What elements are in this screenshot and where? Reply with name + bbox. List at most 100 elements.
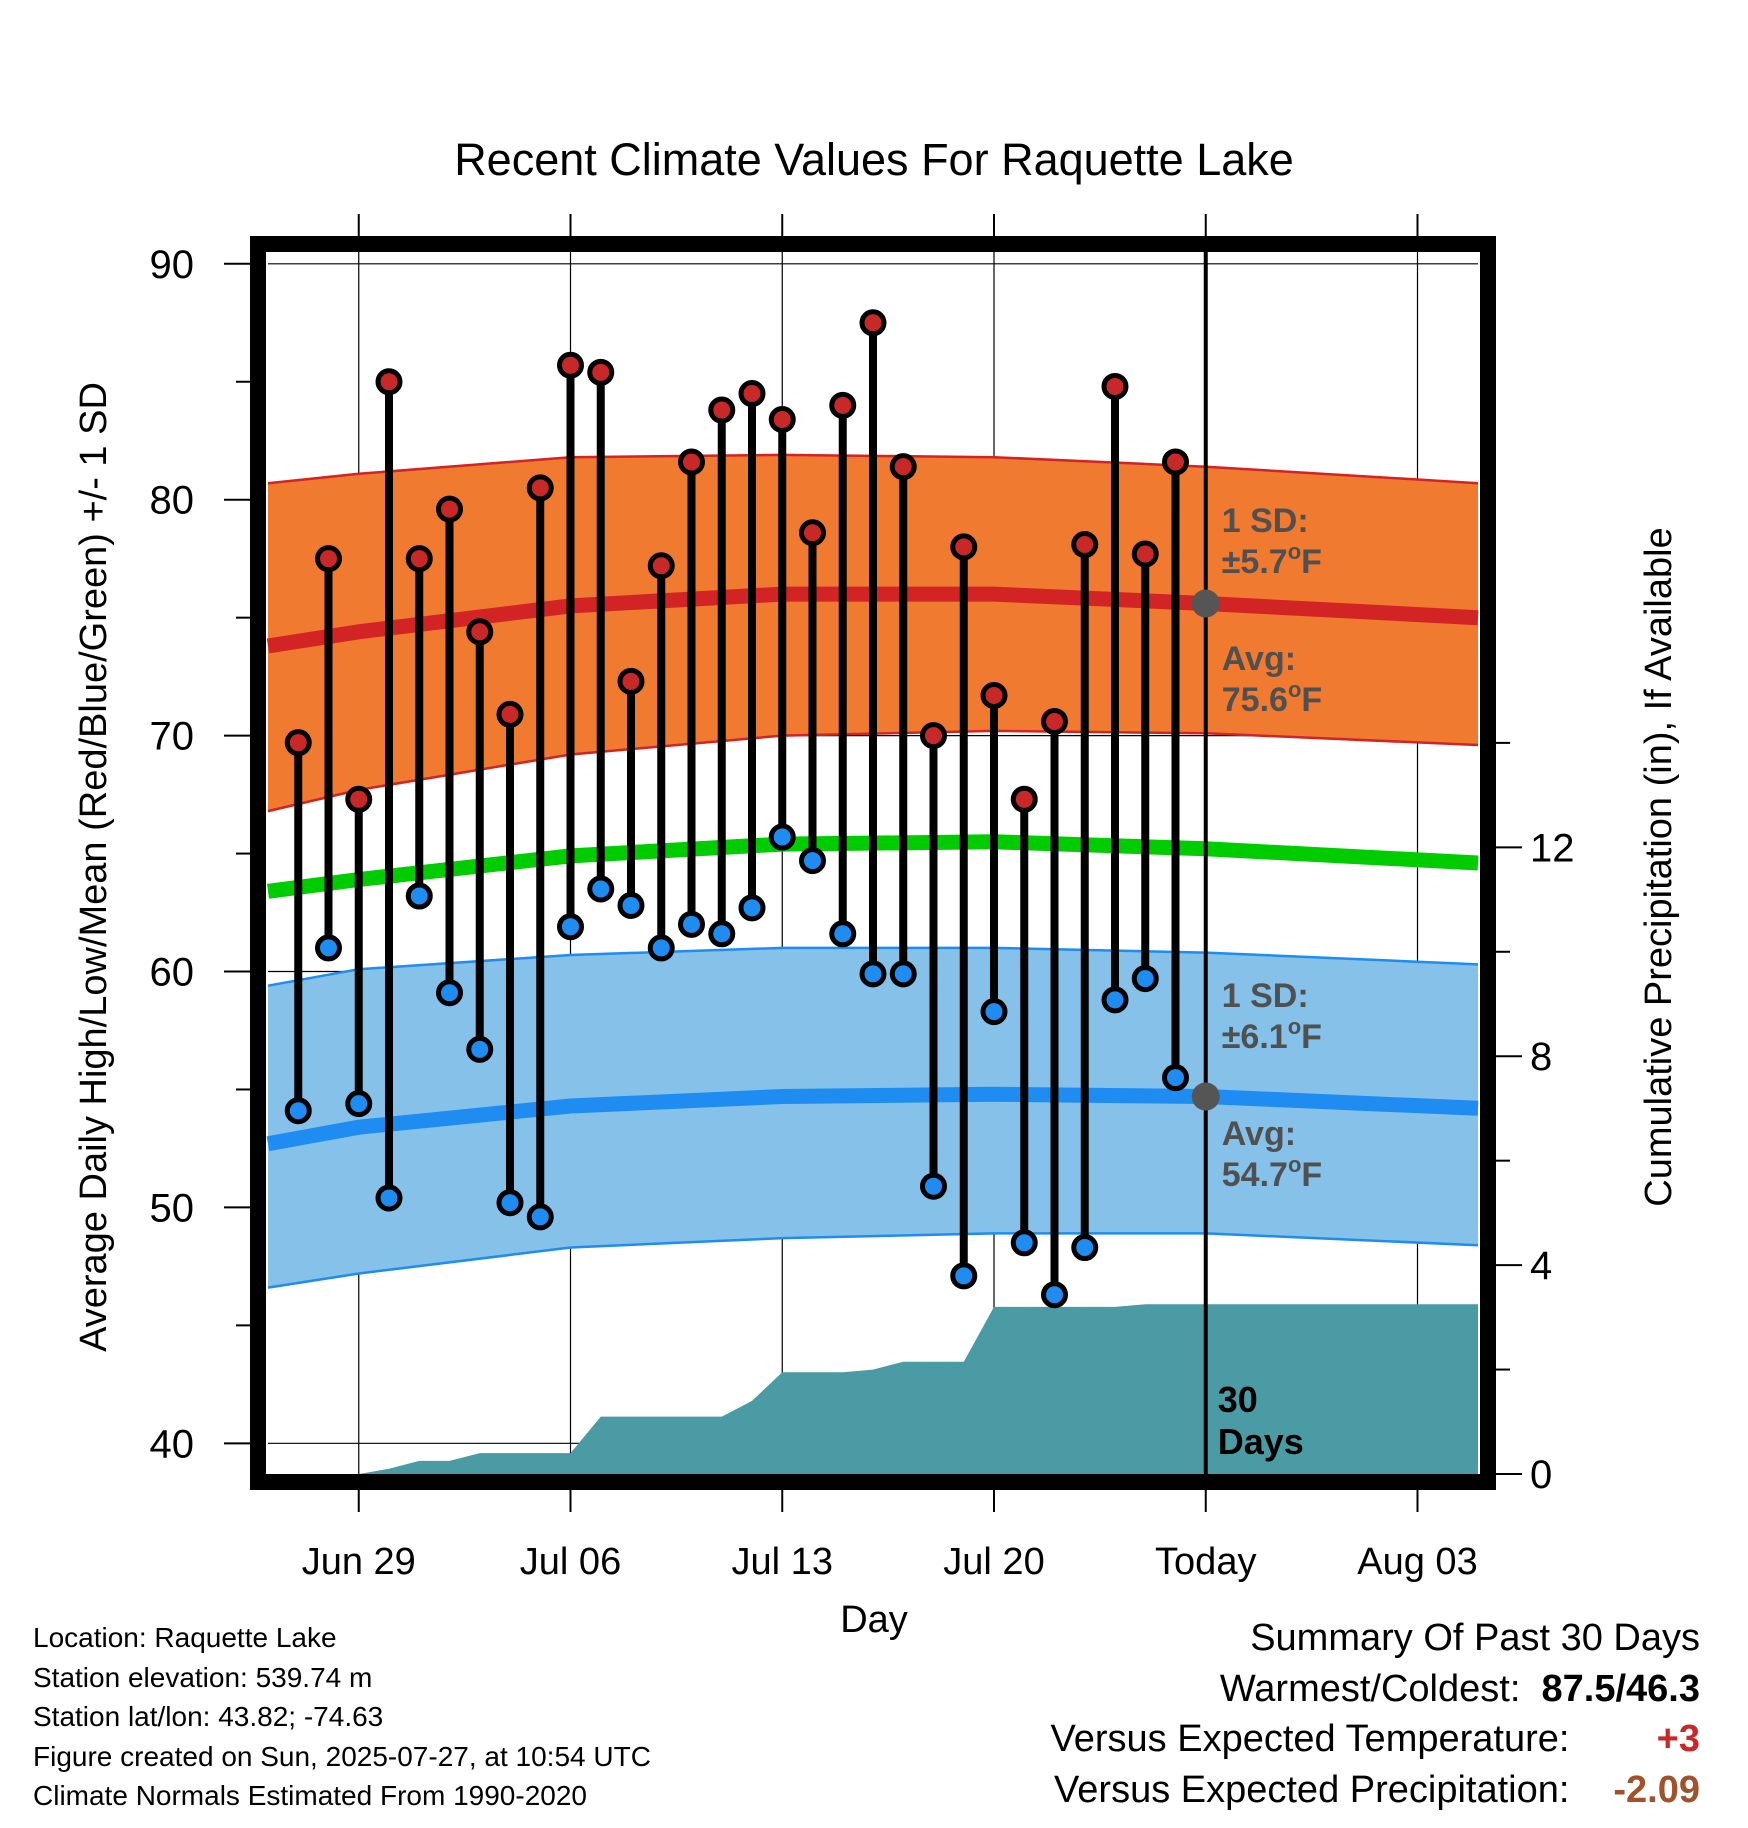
daily-low-marker: [557, 913, 584, 941]
y-tick-label: 90: [150, 243, 195, 287]
daily-low-marker: [738, 894, 766, 922]
daily-high-marker: [466, 618, 494, 646]
daily-low-marker: [526, 1203, 554, 1231]
daily-high-marker: [1041, 707, 1068, 735]
daily-low-marker: [647, 934, 675, 962]
summary-precip-value: -2.09: [1613, 1769, 1700, 1811]
daily-high-marker: [526, 474, 554, 502]
window-number-label: 30: [1218, 1379, 1258, 1420]
daily-low-marker: [799, 847, 826, 875]
high-sd-value: ±5.7oF: [1222, 539, 1322, 581]
daily-high-marker: [1101, 372, 1129, 400]
daily-low-marker: [889, 960, 917, 988]
summary-precip: Versus Expected Precipitation: -2.09: [1054, 1769, 1700, 1812]
daily-low-marker: [678, 910, 705, 938]
daily-high-marker: [1010, 785, 1038, 813]
summary-heading: Summary Of Past 30 Days: [1250, 1617, 1700, 1659]
daily-high-marker: [617, 667, 645, 695]
summary-warm-cold-label: Warmest/Coldest:: [1219, 1668, 1521, 1710]
footer-normals: Climate Normals Estimated From 1990-2020: [33, 1780, 587, 1811]
daily-high-marker: [768, 405, 796, 433]
summary-precip-label: Versus Expected Precipitation:: [1054, 1769, 1570, 1811]
y-tick-label: 50: [150, 1186, 195, 1230]
plot-frame: [250, 236, 1496, 1490]
daily-low-marker: [466, 1035, 494, 1063]
daily-low-marker: [950, 1262, 978, 1290]
daily-high-marker: [708, 396, 736, 424]
x-tick-label: Jul 13: [732, 1541, 833, 1583]
daily-low-marker: [375, 1184, 403, 1212]
daily-low-marker: [920, 1172, 947, 1200]
daily-high-marker: [284, 729, 312, 757]
x-tick-label: Aug 03: [1357, 1541, 1477, 1583]
today-avg-low-marker: [1191, 1082, 1220, 1111]
y2-axis-label: Cumulative Precipitation (in), If Availa…: [1638, 527, 1680, 1206]
y-tick-label: 60: [150, 951, 195, 995]
daily-high-marker: [829, 391, 857, 419]
daily-high-marker: [1071, 531, 1099, 559]
footer-location: Location: Raquette Lake: [33, 1622, 337, 1653]
daily-high-marker: [738, 380, 766, 408]
high-avg-value: 75.6oF: [1222, 677, 1322, 719]
daily-high-marker: [375, 368, 403, 396]
daily-high-marker: [799, 519, 826, 547]
daily-high-marker: [1131, 540, 1159, 568]
daily-low-marker: [315, 934, 342, 962]
footer-created: Figure created on Sun, 2025-07-27, at 10…: [33, 1741, 651, 1772]
daily-low-marker: [708, 920, 736, 948]
y2-tick-label: 8: [1530, 1035, 1552, 1079]
daily-low-marker: [345, 1090, 373, 1118]
daily-high-marker: [920, 722, 947, 750]
daily-low-marker: [1010, 1229, 1038, 1257]
daily-high-marker: [950, 533, 978, 561]
daily-high-marker: [557, 351, 584, 379]
summary-warm-cold: Warmest/Coldest: 87.5/46.3: [1220, 1668, 1700, 1711]
x-tick-label: Jul 20: [943, 1541, 1044, 1583]
daily-high-marker: [315, 545, 342, 573]
daily-low-marker: [284, 1097, 312, 1125]
y-tick-label: 40: [150, 1422, 195, 1466]
daily-low-marker: [1041, 1281, 1068, 1309]
y-tick-label: 80: [150, 479, 195, 523]
daily-low-marker: [436, 979, 463, 1007]
x-tick-label: Jun 29: [302, 1541, 416, 1583]
y2-tick-label: 12: [1530, 826, 1575, 870]
low-sd-value: ±6.1oF: [1222, 1014, 1322, 1056]
summary-warm-cold-value: 87.5/46.3: [1541, 1668, 1700, 1710]
daily-low-marker: [829, 920, 857, 948]
daily-low-marker: [859, 960, 887, 988]
summary-temp-label: Versus Expected Temperature:: [1050, 1718, 1570, 1760]
daily-low-marker: [587, 875, 615, 903]
daily-low-marker: [1101, 986, 1129, 1014]
footer-elevation: Station elevation: 539.74 m: [33, 1662, 373, 1693]
daily-low-marker: [1162, 1064, 1189, 1092]
high-sd-label: 1 SD:: [1222, 502, 1309, 540]
daily-low-marker: [980, 998, 1008, 1026]
footer-latlon: Station lat/lon: 43.82; -74.63: [33, 1701, 384, 1732]
daily-high-marker: [859, 309, 887, 337]
daily-high-marker: [345, 785, 373, 813]
low-avg-label: Avg:: [1222, 1115, 1296, 1153]
summary-temp-value: +3: [1656, 1718, 1700, 1760]
x-tick-label: Today: [1155, 1541, 1256, 1583]
daily-high-marker: [980, 682, 1008, 710]
daily-high-marker: [647, 552, 675, 580]
daily-high-marker: [405, 545, 433, 573]
y2-tick-label: 0: [1530, 1453, 1552, 1497]
y-tick-label: 70: [150, 715, 195, 759]
x-axis-label: Day: [840, 1599, 908, 1641]
daily-high-marker: [587, 358, 615, 386]
daily-high-marker: [436, 495, 463, 523]
high-avg-label: Avg:: [1222, 640, 1296, 678]
daily-low-marker: [1131, 965, 1159, 993]
x-tick-label: Jul 06: [520, 1541, 621, 1583]
today-avg-high-marker: [1191, 589, 1220, 618]
daily-low-marker: [405, 882, 433, 910]
low-avg-value: 54.7oF: [1222, 1152, 1322, 1194]
daily-low-marker: [768, 823, 796, 851]
daily-high-marker: [678, 448, 705, 476]
low-sd-label: 1 SD:: [1222, 977, 1309, 1015]
daily-low-marker: [617, 891, 645, 919]
